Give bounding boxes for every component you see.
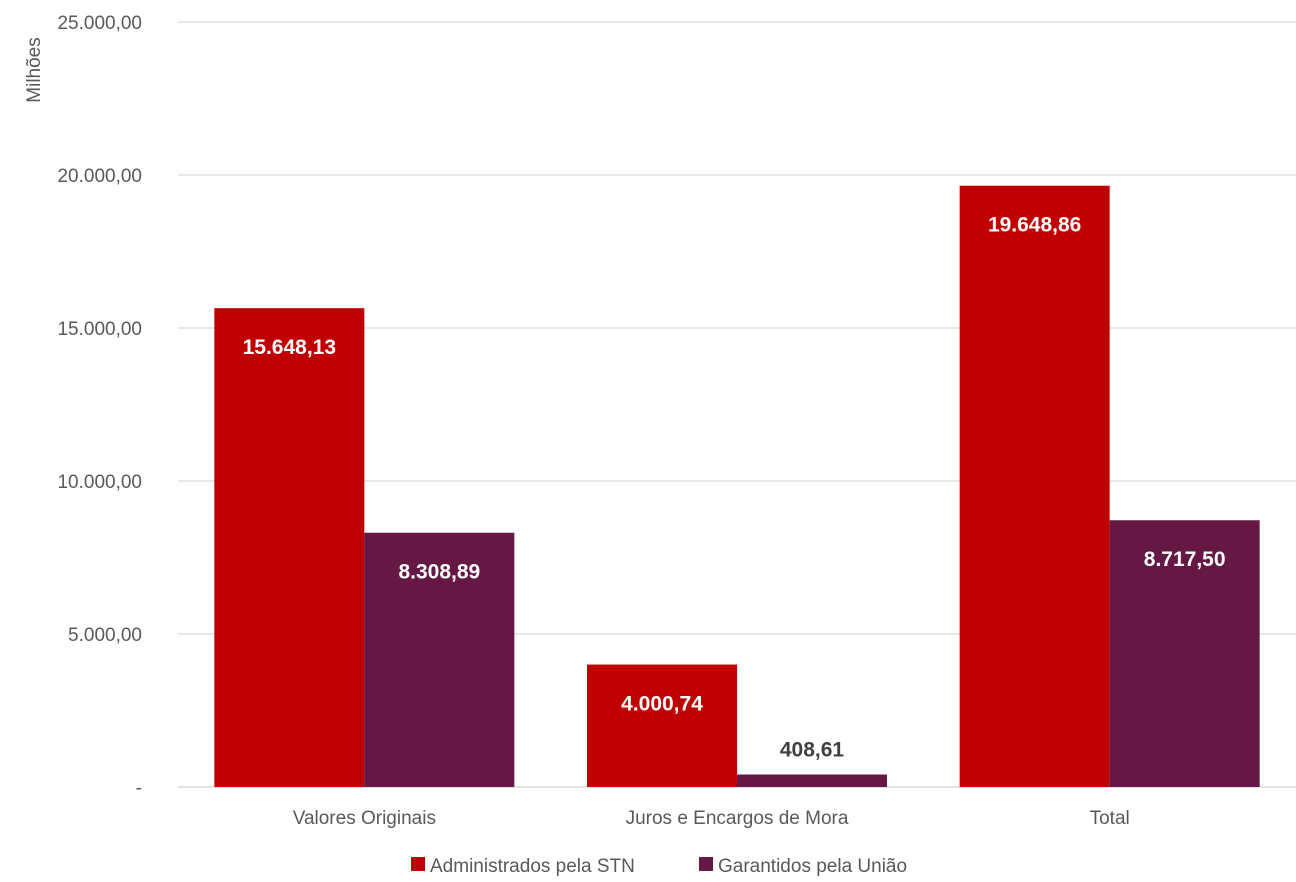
data-label: 8.717,50 [1144, 548, 1226, 571]
data-labels: 15.648,13 8.308,89 4.000,74 408,61 19.648,86… [243, 214, 1226, 762]
legend-swatch [699, 857, 713, 871]
data-label: 8.308,89 [398, 561, 480, 584]
y-tick-label: 10.000,00 [57, 472, 142, 493]
bars [214, 185, 1260, 788]
y-axis-title: Milhões [24, 37, 45, 102]
x-category-label: Total [1090, 808, 1130, 829]
legend-label: Garantidos pela União [718, 856, 907, 877]
legend-label: Administrados pela STN [430, 856, 635, 877]
data-label: 408,61 [780, 738, 845, 761]
bar [364, 532, 515, 787]
legend-swatch [411, 857, 425, 871]
data-label: 4.000,74 [621, 693, 703, 716]
x-category-label: Juros e Encargos de Mora [626, 808, 849, 829]
legend: Administrados pela STN Garantidos pela Un… [411, 856, 907, 877]
y-tick-label: 15.000,00 [57, 319, 142, 340]
bar [737, 774, 887, 787]
y-tick-label: 5.000,00 [68, 625, 142, 646]
y-tick-label: 20.000,00 [57, 166, 142, 187]
x-category-label: Valores Originais [293, 808, 436, 829]
data-label: 15.648,13 [243, 336, 336, 359]
y-tick-label: - [136, 778, 142, 799]
data-label: 19.648,86 [988, 214, 1081, 237]
bar [1109, 520, 1260, 787]
y-tick-label: 25.000,00 [57, 13, 142, 34]
x-axis-categories: Valores Originais Juros e Encargos de Mor… [293, 808, 1130, 829]
bar [959, 185, 1110, 788]
bar [587, 664, 737, 787]
bar [214, 308, 365, 787]
y-axis-ticks: - 5.000,00 10.000,00 15.000,00 20.000,00 25.0… [57, 13, 142, 799]
